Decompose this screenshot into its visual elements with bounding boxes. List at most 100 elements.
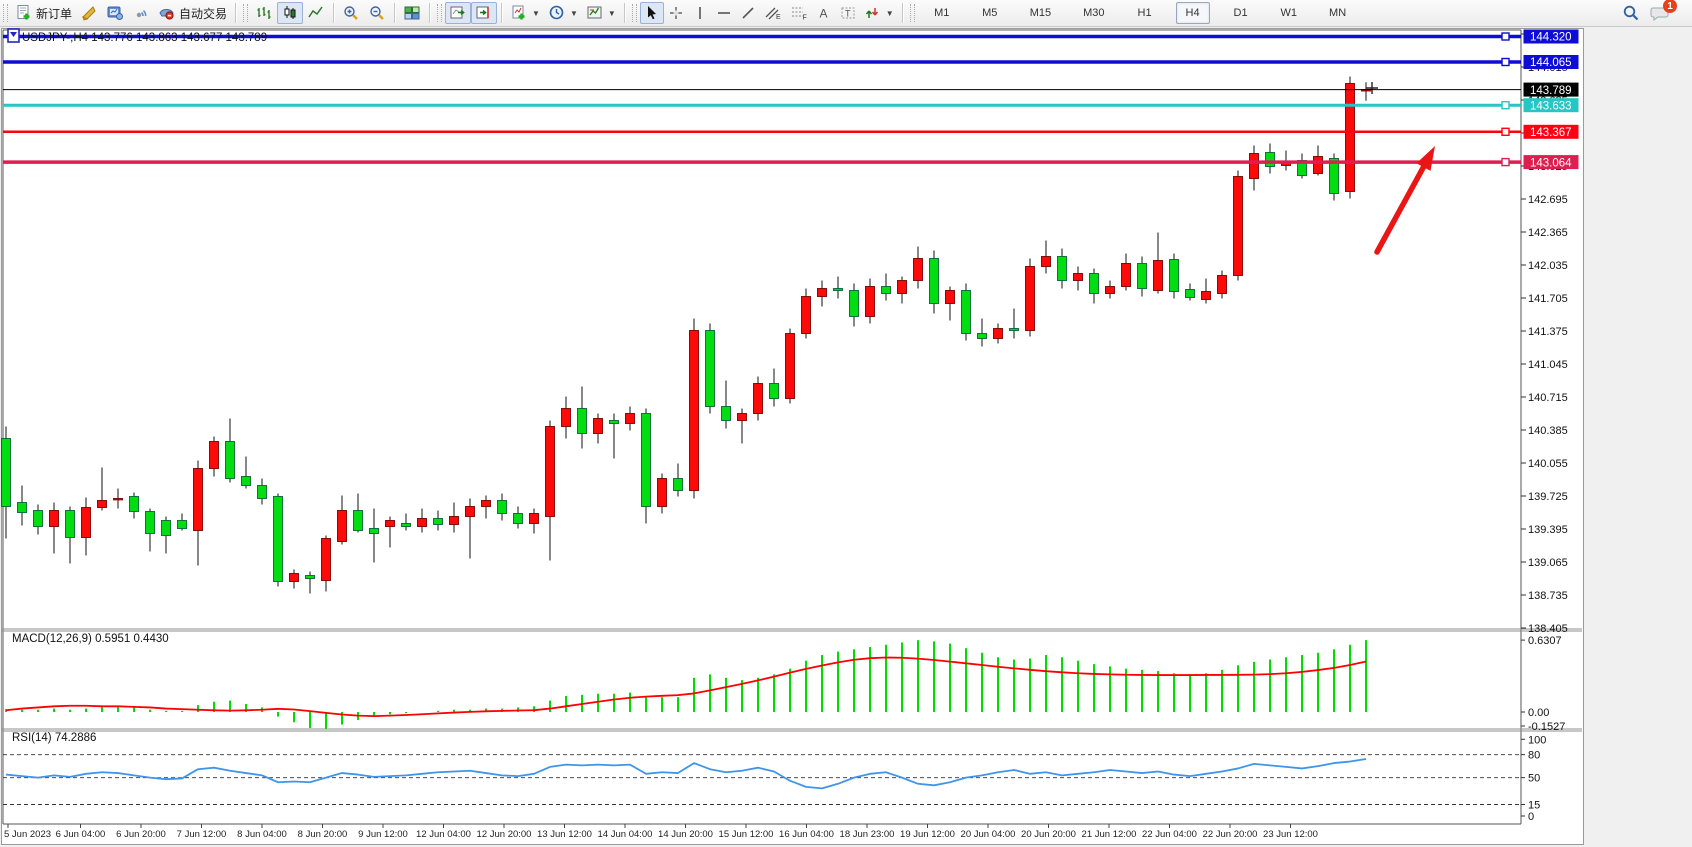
timeframe-h1-button[interactable]: H1 (1137, 7, 1152, 19)
bear-candle (833, 288, 843, 291)
hline-handle[interactable] (1501, 57, 1510, 67)
templates-button[interactable]: ▼ (582, 2, 620, 24)
fibonacci-tool-button[interactable]: F (786, 2, 812, 24)
bear-candle (353, 510, 363, 531)
bear-candle (273, 496, 283, 582)
timeframe-m30-button[interactable]: M30 (1083, 7, 1105, 19)
bar-chart-icon (257, 7, 271, 19)
rsi-tick-label: 0 (1528, 811, 1534, 823)
macd-tick-label: 0.00 (1528, 707, 1549, 719)
timeframe-mn-button[interactable]: MN (1329, 7, 1347, 19)
candlestick-chart-button[interactable] (277, 2, 304, 24)
symbol-flag[interactable] (7, 28, 20, 43)
new-chart-button[interactable] (76, 2, 102, 24)
new-order-button[interactable]: 新订单 (11, 2, 76, 24)
bear-candle (17, 502, 27, 513)
templates-dropdown-caret[interactable]: ▼ (607, 8, 616, 18)
price-tick-label: 142.695 (1528, 194, 1568, 206)
bull-candle (785, 333, 795, 399)
indicators-dropdown-caret[interactable]: ▼ (532, 8, 540, 18)
horizontal-line-icon (717, 12, 730, 14)
macd-tick-label: 0.6307 (1528, 635, 1562, 647)
toolbar-drag-handle[interactable] (3, 4, 8, 22)
price-tick-label: 140.055 (1528, 458, 1568, 470)
zoom-out-button[interactable] (364, 2, 390, 24)
chart-shift-button[interactable] (471, 2, 498, 24)
bull-candle (481, 500, 491, 507)
bear-candle (145, 511, 155, 534)
pane-splitter[interactable] (2, 628, 1582, 732)
search-icon (1623, 5, 1639, 21)
bull-candle (417, 518, 427, 527)
bull-candle (385, 520, 395, 527)
timeframe-m15-button[interactable]: M15 (1029, 7, 1052, 19)
timeframe-m1-button[interactable]: M1 (934, 7, 950, 19)
time-axis-label: 9 Jun 12:00 (358, 829, 408, 840)
hline-handle[interactable] (1501, 32, 1510, 41)
bull-candle (817, 288, 827, 297)
bear-candle (721, 406, 731, 421)
periods-dropdown-caret[interactable]: ▼ (569, 8, 578, 18)
svg-text:E: E (776, 14, 781, 21)
bear-candle (977, 333, 987, 339)
indicators-button[interactable]: ▼ (506, 2, 544, 24)
channel-tool-button[interactable]: E (760, 2, 786, 24)
new-order-label: 新订单 (36, 6, 73, 21)
time-axis-label: 22 Jun 20:00 (1203, 829, 1258, 840)
bear-candle (65, 510, 75, 538)
bull-candle (753, 383, 763, 414)
text-label-tool-button[interactable]: T (836, 2, 860, 24)
bull-candle (465, 506, 475, 517)
hline-handle[interactable] (1501, 100, 1510, 110)
hline-handle[interactable] (1501, 127, 1510, 137)
toolbar-drag-handle[interactable] (437, 4, 443, 22)
line-chart-button[interactable] (303, 2, 329, 24)
timeframe-d1-button[interactable]: D1 (1233, 7, 1248, 19)
zoom-in-button[interactable] (338, 2, 364, 24)
search-button[interactable] (1622, 4, 1640, 22)
chat-button[interactable]: 1 (1650, 0, 1677, 22)
price-tick-label: 138.405 (1528, 623, 1568, 635)
new-chart-icon (82, 6, 96, 21)
bear-candle (705, 330, 715, 407)
bear-candle (497, 500, 507, 514)
timeframe-h4-button[interactable]: H4 (1175, 2, 1210, 24)
bear-candle (577, 408, 587, 434)
periods-button[interactable]: ▼ (544, 2, 582, 24)
toolbar-separator (235, 3, 237, 23)
bear-candle (769, 383, 779, 399)
time-axis-label: 8 Jun 20:00 (298, 829, 348, 840)
bear-candle (1265, 152, 1275, 167)
horizontal-line-tool-button[interactable] (712, 2, 736, 24)
svg-text:T: T (845, 9, 851, 19)
bull-candle (1121, 263, 1131, 287)
tile-windows-button[interactable] (399, 2, 425, 24)
trendline-tool-button[interactable] (736, 2, 760, 24)
toolbar-drag-handle[interactable] (909, 4, 915, 22)
text-tool-button[interactable]: A (812, 2, 836, 24)
vertical-line-tool-button[interactable] (688, 2, 712, 24)
bull-candle (545, 426, 555, 517)
chart-shift-icon (476, 6, 489, 19)
market-watch-button[interactable] (102, 2, 128, 24)
bear-candle (881, 286, 891, 294)
arrows-dropdown-caret[interactable]: ▼ (885, 8, 894, 18)
bar-chart-button[interactable] (251, 2, 277, 24)
timeframe-w1-button[interactable]: W1 (1280, 7, 1298, 19)
crosshair-tool-button[interactable] (664, 2, 688, 24)
arrows-tool-button[interactable]: ▼ (860, 2, 898, 24)
bear-candle (401, 523, 411, 527)
trend-arrow-annotation[interactable] (1374, 146, 1435, 255)
cursor-tool-button[interactable] (639, 2, 664, 24)
chart-title: USDJPY-,H4 143.776 143.863 143.677 143.7… (22, 32, 268, 44)
time-axis-label: 12 Jun 20:00 (477, 829, 532, 840)
timeframe-m5-button[interactable]: M5 (982, 7, 998, 19)
hline-handle[interactable] (1501, 157, 1510, 167)
autotrading-button[interactable]: 自动交易 (154, 2, 231, 24)
signals-button[interactable] (128, 2, 154, 24)
price-tick-label: 139.395 (1528, 524, 1568, 536)
auto-scroll-button[interactable] (445, 2, 472, 24)
toolbar-drag-handle[interactable] (631, 4, 637, 22)
toolbar-drag-handle[interactable] (243, 4, 249, 22)
